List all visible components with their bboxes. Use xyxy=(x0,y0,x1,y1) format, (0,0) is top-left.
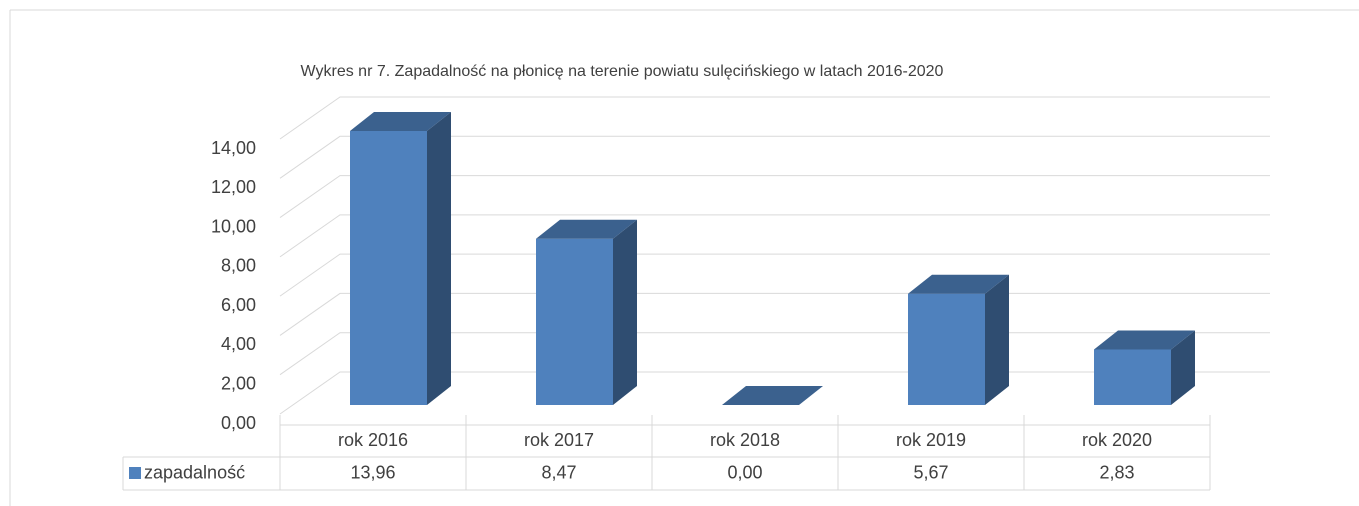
legend-label: zapadalność xyxy=(144,462,245,482)
data-label: 2,83 xyxy=(1099,462,1134,482)
x-tick-label: rok 2017 xyxy=(524,430,594,450)
bar-top xyxy=(350,111,451,131)
y-tick-label: 12,00 xyxy=(211,177,256,197)
y-tick-label: 2,00 xyxy=(221,373,256,393)
grid-line xyxy=(279,253,1270,297)
y-tick-label: 4,00 xyxy=(221,334,256,354)
bar xyxy=(1094,349,1171,405)
data-label: 13,96 xyxy=(350,462,395,482)
bar-top xyxy=(908,274,1009,294)
x-tick-label: rok 2020 xyxy=(1082,430,1152,450)
x-tick-label: rok 2016 xyxy=(338,430,408,450)
bar-top xyxy=(536,219,637,239)
bar-top xyxy=(1094,330,1195,350)
y-tick-label: 0,00 xyxy=(221,413,256,433)
grid-line xyxy=(279,96,1270,140)
bar-top xyxy=(722,386,823,405)
bar-side xyxy=(1171,330,1195,405)
chart-title: Wykres nr 7. Zapadalność na płonicę na t… xyxy=(301,63,944,80)
data-label: 8,47 xyxy=(541,462,576,482)
x-tick-label: rok 2019 xyxy=(896,430,966,450)
x-tick-label: rok 2018 xyxy=(710,430,780,450)
bar xyxy=(908,293,985,405)
grid-line xyxy=(279,135,1270,179)
bar-side xyxy=(985,274,1009,405)
y-tick-label: 8,00 xyxy=(221,256,256,276)
data-label: 5,67 xyxy=(913,462,948,482)
grid-line xyxy=(279,175,1270,218)
bar xyxy=(350,130,427,405)
grid-line xyxy=(279,214,1270,258)
bar-side xyxy=(427,111,451,405)
y-tick-label: 14,00 xyxy=(211,138,256,158)
data-label: 0,00 xyxy=(727,462,762,482)
y-tick-label: 10,00 xyxy=(211,216,256,236)
bar-side xyxy=(613,219,637,405)
legend-swatch xyxy=(129,467,141,479)
bar xyxy=(536,238,613,405)
y-tick-label: 6,00 xyxy=(221,295,256,315)
